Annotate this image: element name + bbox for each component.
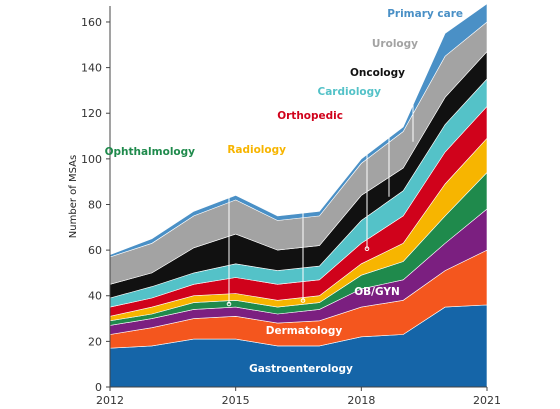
leader-dot-ophthalmology [226,301,232,307]
x-tick-label: 2018 [347,394,375,407]
leader-orthopedic [346,115,368,249]
label-ophthalmology: Ophthalmology [105,146,196,158]
leader-dot-radiology [300,298,306,303]
label-urology: Urology [372,38,418,50]
y-tick-label: 160 [81,16,102,29]
x-tick-label: 2021 [473,394,501,407]
label-cardiology: Cardiology [318,86,382,98]
y-tick-label: 80 [88,198,102,211]
label-radiology: Radiology [227,144,286,156]
area-series-group [109,3,488,388]
y-tick-label: 100 [81,153,102,166]
label-ob-gyn: OB/GYN [354,286,400,298]
label-oncology: Oncology [350,67,405,79]
y-tick-label: 20 [88,335,102,348]
y-tick-label: 40 [88,290,102,303]
y-tick-label: 60 [88,244,102,257]
label-orthopedic: Orthopedic [277,110,343,122]
y-tick-label: 120 [81,107,102,120]
leader-dot-orthopedic [364,246,370,251]
label-dermatology: Dermatology [266,325,343,337]
x-axis-ticks: 2012 2015 2018 2021 [96,387,501,407]
axes: 0 20 40 60 80 100 120 140 160 2012 2015 2018 2021 N… [68,6,501,407]
area-primary-care [109,3,488,258]
leader-radiology [289,149,304,301]
y-axis-ticks: 0 20 40 60 80 100 120 140 160 [81,16,110,394]
x-tick-label: 2012 [96,394,124,407]
label-primary-care: Primary care [387,8,463,20]
y-axis-title: Number of MSAs [68,155,79,238]
label-gastroenterology: Gastroenterology [249,363,353,375]
y-tick-label: 0 [95,381,102,394]
leader-ophthalmology [200,150,230,304]
y-tick-label: 140 [81,62,102,75]
x-tick-label: 2015 [222,394,250,407]
annotation-leader-lines [200,80,414,307]
series-labels: Primary care Urology Oncology Cardiology Ort… [105,8,463,375]
